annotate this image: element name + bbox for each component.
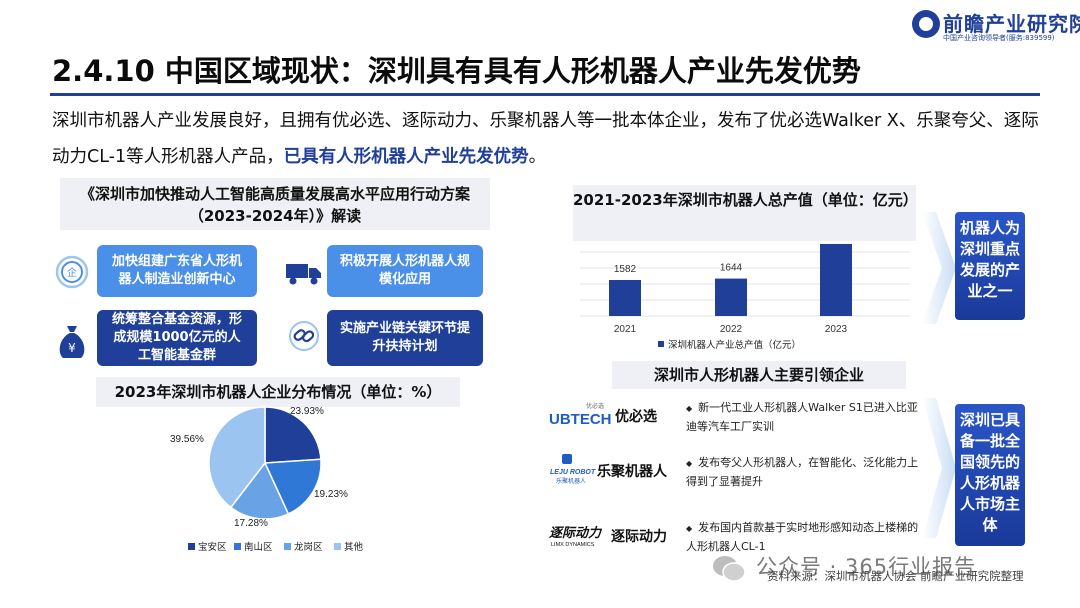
wechat-icon <box>713 556 746 582</box>
pie-value-label: 23.93% <box>290 406 324 417</box>
pie-legend-swatch <box>284 543 291 550</box>
bar-chart-title: 2021-2023年深圳市机器人总产值（单位：亿元） <box>573 185 918 241</box>
ubtech-logo: 优必选 UBTECH <box>548 400 612 430</box>
logo-name: 前瞻产业研究院 <box>943 12 1080 36</box>
pie-slice <box>263 458 322 515</box>
intro-highlight: 已具有人形机器人产业先发优势 <box>283 147 529 167</box>
pie-slice <box>229 461 290 520</box>
money-bag-icon: ¥ <box>52 322 92 362</box>
pie-chart: 23.93% 19.23% 17.28% 39.56% 宝安区 南山区 龙岗区 其他 <box>170 406 364 553</box>
pie-legend-swatch <box>234 543 241 550</box>
chevron-right-icon <box>922 212 956 324</box>
intro-end: 。 <box>528 147 547 167</box>
pie-legend-label: 龙岗区 <box>294 541 323 553</box>
pie-value-label: 39.56% <box>170 434 204 445</box>
page-title: 2.4.10 中国区域现状：深圳具有具有人形机器人产业先发优势 <box>52 54 861 88</box>
enterprise-row: LEJU ROBOT 乐聚机器人 乐聚机器人 ◆ 发布夸父人形机器人，在智能化、泛… <box>548 453 928 499</box>
title-divider <box>50 93 1040 96</box>
enterprise-desc: ◆ 发布国内首款基于实时地形感知动态上楼梯的人形机器人CL-1 <box>686 521 919 553</box>
side-box-industry: 机器人为深圳重点发展的产业之一 <box>955 212 1025 320</box>
truck-icon <box>284 258 324 288</box>
pie-legend-label: 其他 <box>344 541 364 553</box>
enterprise-row: 逐际动力 LIMX DYNAMICS 逐际动力 ◆ 发布国内首款基于实时地形感知动… <box>548 520 928 564</box>
enterprise-heading: 深圳市人形机器人主要引领企业 <box>612 361 906 389</box>
bar-x-tick-label: 2023 <box>825 324 848 335</box>
svg-text:企: 企 <box>67 266 77 279</box>
bar <box>715 278 747 316</box>
policy-card-innovation: 加快组建广东省人形机器人制造业创新中心 <box>97 245 257 297</box>
pie-chart-title: 2023年深圳市机器人企业分布情况（单位：%） <box>96 377 460 407</box>
watermark-text: 公众号 · 365行业报告 <box>756 555 977 579</box>
chain-icon <box>286 318 322 354</box>
limx-logo: 逐际动力 LIMX DYNAMICS <box>548 520 612 550</box>
policy-card-chain: 实施产业链关键环节提升扶持计划 <box>327 310 483 366</box>
leju-logo-cn: 乐聚机器人 <box>556 477 586 485</box>
source-note: 资料来源：深圳市机器人协会 前瞻产业研究院整理 <box>767 569 1024 583</box>
pie-legend-label: 宝安区 <box>198 541 227 553</box>
enterprise-name: 逐际动力 <box>611 529 667 545</box>
enterprise-icon: 企 <box>52 252 92 292</box>
svg-text:¥: ¥ <box>68 341 76 355</box>
logo-sub: 中国产业咨询领导者(服务:839599) <box>943 34 1055 42</box>
enterprise-desc: ◆ 新一代工业人形机器人Walker S1已进入比亚迪等汽车工厂实训 <box>686 401 918 433</box>
enterprise-name: 乐聚机器人 <box>597 464 667 480</box>
enterprise-name: 优必选 <box>615 409 657 425</box>
enterprise-row: 优必选 UBTECH 优必选 ◆ 新一代工业人形机器人Walker S1已进入比亚… <box>548 400 928 444</box>
bar-data-label: 1644 <box>720 263 743 274</box>
pie-slice <box>264 406 322 464</box>
bar <box>609 280 641 316</box>
bar-legend-swatch <box>658 341 664 347</box>
intro-text: 深圳市机器人产业发展良好，且拥有优必选、逐际动力、乐聚机器人等一批本体企业，发布… <box>52 111 1039 167</box>
bar <box>820 244 852 316</box>
enterprise-desc: ◆ 发布夸父人形机器人，在智能化、泛化能力上得到了显著提升 <box>686 456 919 488</box>
side-box-enterprises: 深圳已具备一批全国领先的人形机器人市场主体 <box>955 404 1025 546</box>
chevron-right-icon <box>922 398 956 538</box>
limx-logo-text: 逐际动力 <box>549 525 603 541</box>
policy-heading: 《深圳市加快推动人工智能高质量发展高水平应用行动方案（2023-2024年）》解… <box>60 178 490 230</box>
policy-card-fund: 统筹整合基金资源，形成规模1000亿元的人工智能基金群 <box>97 310 257 366</box>
bar-data-label: 1582 <box>614 264 637 275</box>
logo-mark-icon <box>912 10 940 38</box>
pie-legend-swatch <box>188 543 195 550</box>
wechat-watermark: 公众号 · 365行业报告 <box>712 546 1042 590</box>
brand-logo: 前瞻产业研究院 中国产业咨询领导者(服务:839599) <box>912 8 1080 44</box>
ubtech-logo-cn: 优必选 <box>586 402 604 410</box>
bar-x-tick-label: 2022 <box>720 324 743 335</box>
bar-legend-label: 深圳机器人产业总产值（亿元） <box>668 339 801 351</box>
bar-x-tick-label: 2021 <box>614 324 637 335</box>
bar-chart: 1582 2021 1644 2022 2023 深圳机器人产业总产值（亿元） <box>580 244 910 351</box>
pie-slice <box>208 406 266 509</box>
pie-legend-label: 南山区 <box>244 541 273 553</box>
ubtech-logo-text: UBTECH <box>549 411 612 428</box>
pie-legend-swatch <box>334 543 341 550</box>
leju-logo-text: LEJU ROBOT <box>550 469 596 476</box>
leju-logo: LEJU ROBOT 乐聚机器人 <box>548 453 612 485</box>
intro-paragraph: 深圳市机器人产业发展良好，且拥有优必选、逐际动力、乐聚机器人等一批本体企业，发布… <box>52 103 1052 175</box>
pie-value-label: 17.28% <box>234 518 268 529</box>
pie-value-label: 19.23% <box>314 489 348 500</box>
policy-card-application: 积极开展人形机器人规模化应用 <box>327 245 483 297</box>
limx-logo-sub: LIMX DYNAMICS <box>551 542 595 548</box>
